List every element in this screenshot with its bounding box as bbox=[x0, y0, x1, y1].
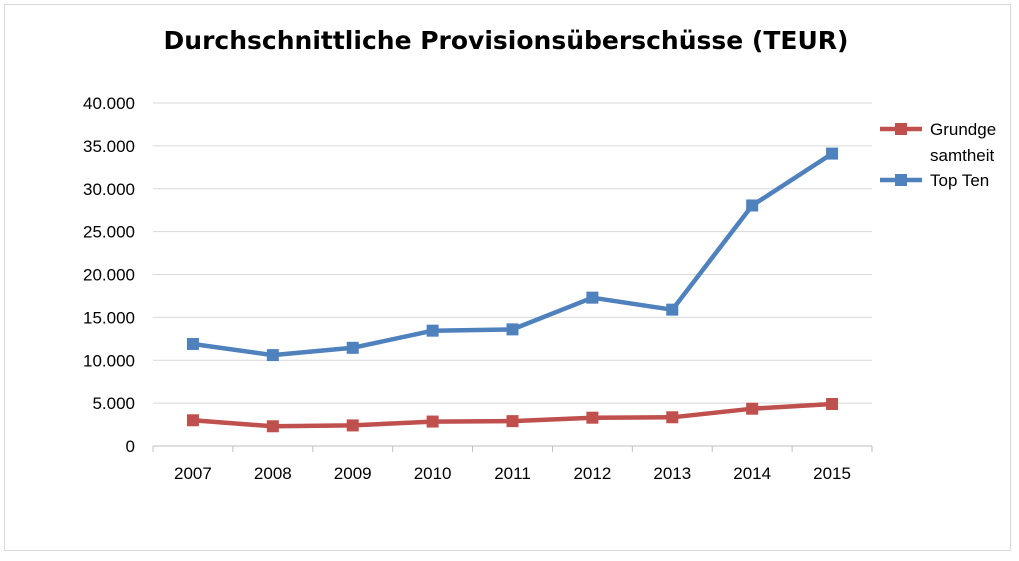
x-tick-label: 2007 bbox=[174, 464, 212, 483]
y-tick-label: 5.000 bbox=[92, 394, 135, 413]
y-tick-label: 25.000 bbox=[83, 223, 135, 242]
y-tick-label: 0 bbox=[126, 437, 135, 456]
legend: Grundge samtheit Top Ten bbox=[880, 120, 996, 190]
y-tick-label: 10.000 bbox=[83, 351, 135, 370]
data-point-marker bbox=[346, 341, 359, 354]
data-point-marker bbox=[346, 419, 359, 432]
chart-title: Durchschnittliche Provisionsüberschüsse … bbox=[163, 26, 849, 55]
data-point-marker bbox=[826, 147, 839, 160]
x-tick-label: 2015 bbox=[813, 464, 851, 483]
gridlines bbox=[153, 102, 872, 404]
data-point-marker bbox=[426, 415, 439, 428]
y-tick-label: 30.000 bbox=[83, 180, 135, 199]
y-tick-label: 20.000 bbox=[83, 266, 135, 285]
chart-frame bbox=[4, 4, 1011, 551]
data-point-marker bbox=[426, 324, 439, 337]
legend-label: Grundge bbox=[930, 120, 996, 139]
x-tick-label: 2013 bbox=[653, 464, 691, 483]
data-point-marker bbox=[506, 323, 519, 336]
data-point-marker bbox=[826, 397, 839, 410]
series-lines bbox=[186, 147, 839, 433]
y-tick-label: 40.000 bbox=[83, 94, 135, 113]
data-point-marker bbox=[266, 349, 279, 362]
data-point-marker bbox=[666, 411, 679, 424]
legend-marker bbox=[895, 174, 907, 186]
data-point-marker bbox=[506, 415, 519, 428]
legend-marker bbox=[895, 123, 907, 135]
x-tick-label: 2009 bbox=[334, 464, 372, 483]
data-point-marker bbox=[746, 402, 759, 415]
x-tick-label: 2011 bbox=[494, 464, 531, 483]
data-point-marker bbox=[586, 411, 599, 424]
legend-label: Top Ten bbox=[930, 171, 989, 190]
data-point-marker bbox=[186, 414, 199, 427]
y-tick-label: 35.000 bbox=[83, 137, 135, 156]
data-point-marker bbox=[586, 291, 599, 304]
x-tick-label: 2008 bbox=[254, 464, 292, 483]
data-point-marker bbox=[186, 337, 199, 350]
axes: 0 5.000 10.000 15.000 20.000 25.000 30.000 35.0… bbox=[83, 94, 873, 483]
legend-label: samtheit bbox=[930, 146, 995, 165]
x-tick-label: 2010 bbox=[414, 464, 452, 483]
y-tick-label: 15.000 bbox=[83, 308, 135, 327]
x-tick-label: 2014 bbox=[733, 464, 771, 483]
x-tick-label: 2012 bbox=[573, 464, 611, 483]
data-point-marker bbox=[266, 420, 279, 433]
data-point-marker bbox=[666, 303, 679, 316]
data-point-marker bbox=[746, 199, 759, 212]
